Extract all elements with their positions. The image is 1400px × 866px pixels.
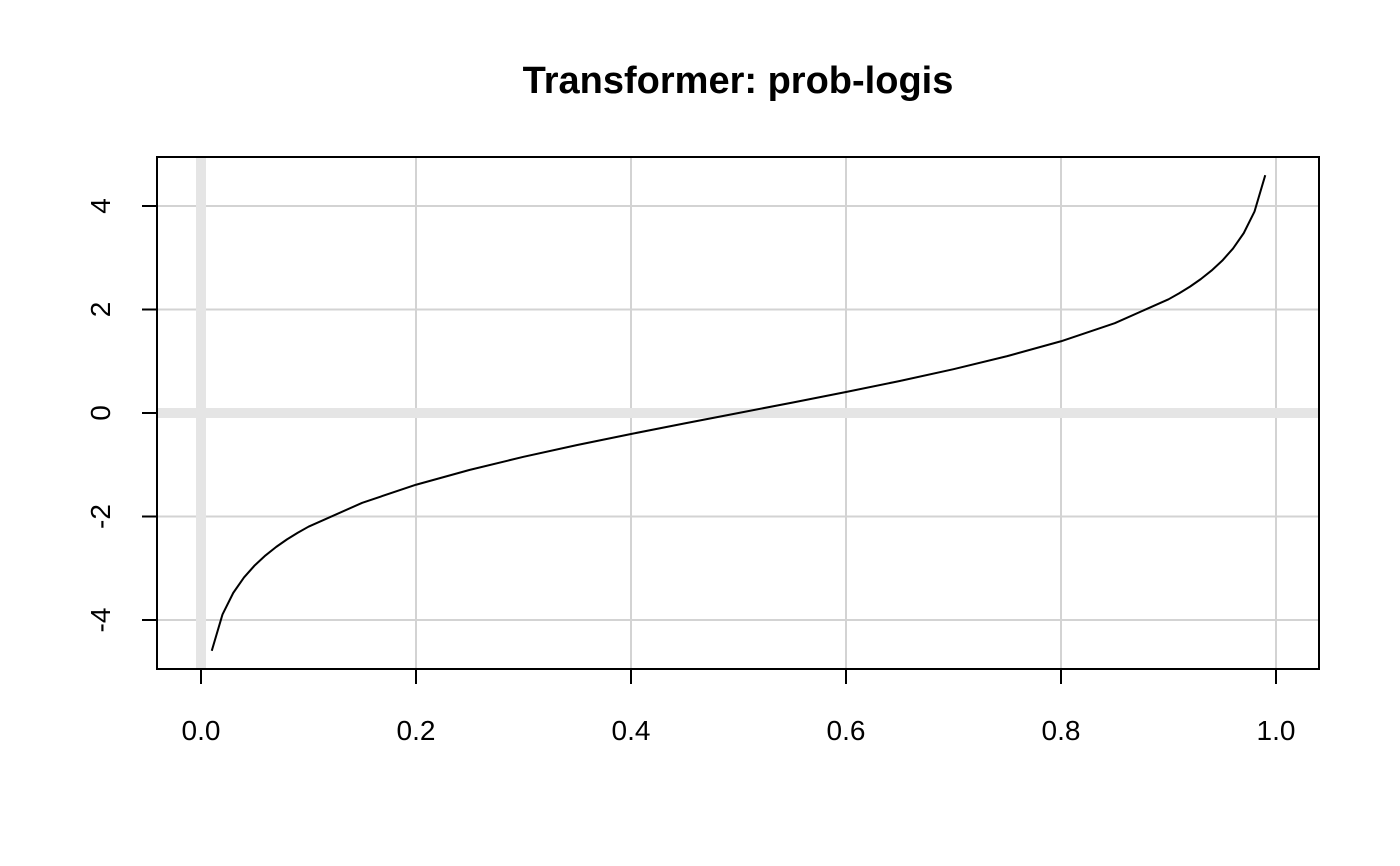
- y-tick-label: 2: [85, 302, 116, 318]
- x-axis: 0.0 0.2 0.4 0.6 0.8 1.0: [182, 668, 1296, 746]
- y-tick-label: -4: [85, 608, 116, 633]
- y-tick-label: 4: [85, 198, 116, 214]
- x-tick-label: 0.0: [182, 715, 221, 746]
- x-tick-label: 0.4: [612, 715, 651, 746]
- y-axis: -4 -2 0 2 4: [85, 198, 158, 633]
- series-layer: [210, 174, 1267, 652]
- x-tick-label: 0.6: [827, 715, 866, 746]
- x-tick-label: 0.2: [397, 715, 436, 746]
- chart-title: Transformer: prob-logis: [523, 60, 954, 102]
- y-tick-label: 0: [85, 405, 116, 421]
- x-tick-label: 1.0: [1257, 715, 1296, 746]
- series-line: [210, 174, 1267, 652]
- x-tick-label: 0.8: [1042, 715, 1081, 746]
- y-tick-label: -2: [85, 504, 116, 529]
